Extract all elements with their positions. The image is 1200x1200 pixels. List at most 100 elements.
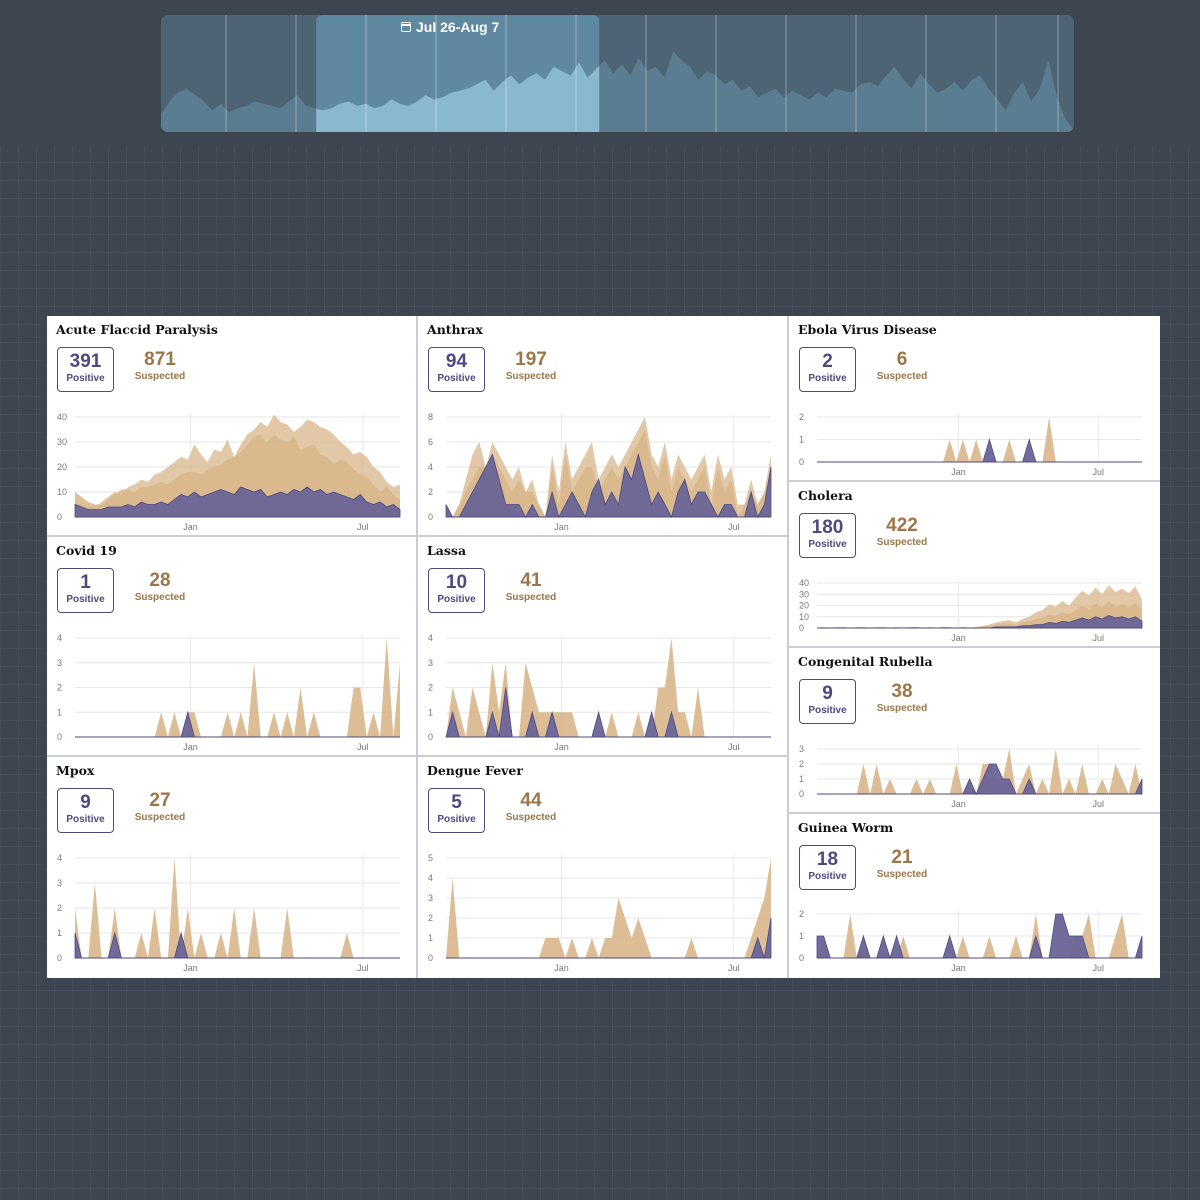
suspected-series-area [446,429,771,517]
x-tick-label: Jul [357,963,369,973]
disease-card[interactable]: Acute Flaccid Paralysis 391 Positive 871 Sus… [47,316,418,537]
y-tick-label: 0 [57,732,62,742]
x-tick-label: Jul [728,742,740,752]
case-trend-chart[interactable]: 0 1 2 3 4 Jan Jul [418,537,789,757]
suspected-count: 871 [144,349,176,370]
disease-card[interactable]: Congenital Rubella 9 Positive 38 Suspected 0 1… [789,648,1160,814]
positive-count: 9 [80,792,91,813]
suspected-count-box: 28 Suspected [125,570,195,604]
suspected-series-area [817,417,1142,462]
y-tick-label: 0 [57,953,62,963]
timeline-area-selected [316,62,600,132]
positive-count: 391 [69,351,102,372]
y-tick-label: 30 [57,437,67,447]
y-tick-label: 0 [428,512,433,522]
x-tick-label: Jul [357,522,369,532]
y-tick-label: 0 [799,953,804,963]
card-title: Guinea Worm [798,820,894,835]
suspected-count-box: 21 Suspected [867,847,937,881]
case-trend-chart[interactable]: 0 1 2 3 4 Jan Jul [47,537,418,757]
positive-count: 10 [445,572,468,593]
case-trend-chart[interactable]: 0 1 2 Jan Jul [789,316,1160,482]
y-tick-label: 0 [799,457,804,467]
y-tick-label: 3 [428,658,433,668]
suspected-count: 38 [891,681,913,702]
x-tick-label: Jul [357,742,369,752]
x-tick-label: Jul [1092,467,1104,477]
disease-card[interactable]: Ebola Virus Disease 2 Positive 6 Suspected 0 1… [789,316,1160,482]
y-tick-label: 3 [428,893,433,903]
y-tick-label: 4 [428,873,433,883]
y-tick-label: 10 [799,612,809,622]
timeline-brush[interactable]: Jul 26-Aug 7 [161,15,1074,132]
y-tick-label: 3 [799,744,804,754]
disease-card[interactable]: Dengue Fever 5 Positive 44 Suspected 0 1 2 3 4 5 Ja… [418,757,789,978]
y-tick-label: 2 [428,683,433,693]
positive-label: Positive [66,373,105,384]
suspected-label: Suspected [876,537,928,548]
card-title: Mpox [56,763,95,778]
positive-count-box: 5 Positive [428,788,485,833]
y-tick-label: 20 [799,601,809,611]
x-tick-label: Jan [951,467,966,477]
x-tick-label: Jul [1092,963,1104,973]
positive-label: Positive [808,373,847,384]
suspected-count: 197 [515,349,547,370]
case-trend-chart[interactable]: 0 1 2 3 4 Jan Jul [47,757,418,978]
positive-label: Positive [437,814,476,825]
positive-count: 9 [822,683,833,704]
suspected-series-area [446,638,771,737]
positive-count: 5 [451,792,462,813]
suspected-series-area [817,601,1142,628]
y-tick-label: 1 [799,931,804,941]
x-tick-label: Jan [183,963,198,973]
positive-count-box: 10 Positive [428,568,485,613]
y-tick-label: 2 [428,913,433,923]
y-tick-label: 30 [799,589,809,599]
suspected-count-box: 44 Suspected [496,790,566,824]
card-title: Anthrax [427,322,483,337]
suspected-series-area [75,858,400,958]
timeline-chart[interactable] [161,15,1074,132]
card-title: Congenital Rubella [798,654,933,669]
positive-count-box: 18 Positive [799,845,856,890]
suspected-count: 44 [520,790,542,811]
y-tick-label: 2 [799,909,804,919]
positive-count-box: 1 Positive [57,568,114,613]
suspected-count: 28 [149,570,171,591]
y-tick-label: 1 [57,707,62,717]
disease-card[interactable]: Anthrax 94 Positive 197 Suspected 0 2 4 6 8 Jan Jul [418,316,789,537]
positive-label: Positive [66,594,105,605]
y-tick-label: 1 [799,435,804,445]
x-tick-label: Jan [183,742,198,752]
y-tick-label: 2 [799,412,804,422]
y-tick-label: 40 [57,412,67,422]
x-tick-label: Jan [951,799,966,809]
y-tick-label: 0 [428,953,433,963]
suspected-series-area [446,858,771,958]
positive-count-box: 9 Positive [799,679,856,724]
case-trend-chart[interactable]: 0 1 2 3 Jan Jul [789,648,1160,814]
disease-card[interactable]: Cholera 180 Positive 422 Suspected 0 10 20 30 40 J… [789,482,1160,648]
case-trend-chart[interactable]: 0 1 2 3 4 5 Jan Jul [418,757,789,978]
case-trend-chart[interactable]: 0 2 4 6 8 Jan Jul [418,316,789,537]
disease-card[interactable]: Mpox 9 Positive 27 Suspected 0 1 2 3 4 Jan Jul [47,757,418,978]
case-trend-chart[interactable]: 0 1 2 Jan Jul [789,814,1160,978]
positive-count: 94 [445,351,468,372]
positive-label: Positive [808,539,847,550]
disease-card[interactable]: Guinea Worm 18 Positive 21 Suspected 0 1 2 Jan Ju… [789,814,1160,978]
suspected-label: Suspected [505,812,557,823]
y-tick-label: 4 [428,633,433,643]
card-title: Ebola Virus Disease [798,322,937,337]
suspected-label: Suspected [134,592,186,603]
positive-count: 18 [816,849,839,870]
y-tick-label: 4 [428,462,433,472]
timeline-range-label: Jul 26-Aug 7 [401,17,601,37]
y-tick-label: 0 [799,623,804,633]
x-tick-label: Jan [951,633,966,643]
timeline-area [161,51,1074,132]
disease-card[interactable]: Lassa 10 Positive 41 Suspected 0 1 2 3 4 Jan Jul [418,537,789,757]
disease-card[interactable]: Covid 19 1 Positive 28 Suspected 0 1 2 3 4 Jan Jul [47,537,418,757]
